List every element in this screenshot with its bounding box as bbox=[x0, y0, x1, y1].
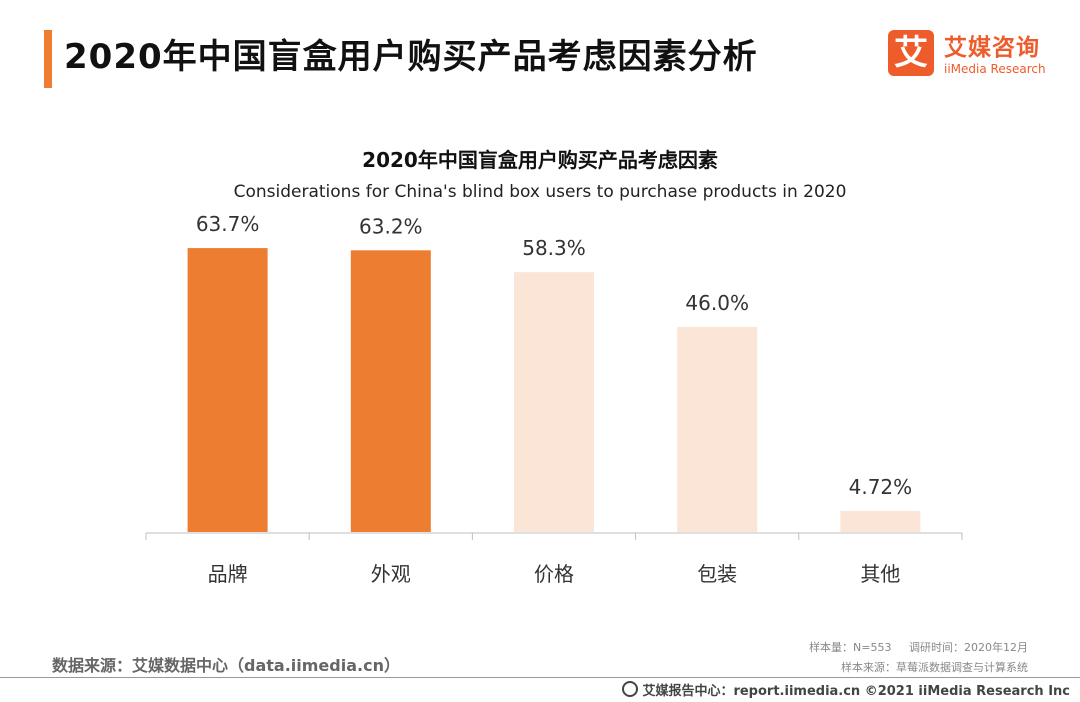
logo-mark: 艾 bbox=[888, 30, 934, 76]
logo-text-en: iiMedia Research bbox=[944, 62, 1046, 76]
category-label: 包装 bbox=[697, 562, 737, 586]
data-label: 4.72% bbox=[849, 475, 913, 499]
sample-source: 样本来源：草莓派数据调查与计算系统 bbox=[841, 661, 1028, 674]
data-label: 58.3% bbox=[522, 236, 586, 260]
globe-icon bbox=[622, 681, 639, 697]
data-label: 63.7% bbox=[196, 212, 260, 236]
sample-size: 样本量：N=553 bbox=[809, 641, 892, 654]
bar bbox=[840, 510, 921, 532]
copyright-text: 艾媒报告中心：report.iimedia.cn ©2021 iiMedia R… bbox=[642, 684, 1070, 699]
bar bbox=[677, 326, 758, 532]
bar bbox=[350, 250, 431, 532]
survey-meta: 样本量：N=553 调研时间：2020年12月 样本来源：草莓派数据调查与计算系… bbox=[809, 638, 1028, 678]
title-accent-bar bbox=[44, 30, 52, 88]
logo-text-cn: 艾媒咨询 bbox=[944, 35, 1040, 61]
chart-subtitle: Considerations for China's blind box use… bbox=[233, 182, 847, 202]
footer-divider bbox=[0, 677, 1080, 678]
data-label: 46.0% bbox=[685, 291, 749, 315]
data-label: 63.2% bbox=[359, 214, 423, 238]
data-source: 数据来源：艾媒数据中心（data.iimedia.cn） bbox=[52, 656, 400, 675]
page-title: 2020年中国盲盒用户购买产品考虑因素分析 bbox=[64, 37, 758, 77]
bar bbox=[514, 272, 594, 532]
copyright-line: 艾媒报告中心：report.iimedia.cn ©2021 iiMedia R… bbox=[622, 680, 1070, 699]
survey-time: 调研时间：2020年12月 bbox=[909, 641, 1028, 654]
iimedia-logo: 艾 艾媒咨询 iiMedia Research bbox=[888, 30, 1058, 82]
bar bbox=[187, 248, 268, 532]
chart-title: 2020年中国盲盒用户购买产品考虑因素 bbox=[362, 148, 718, 172]
category-label: 外观 bbox=[371, 562, 411, 586]
category-label: 品牌 bbox=[208, 562, 248, 586]
category-label: 价格 bbox=[534, 562, 574, 586]
category-label: 其他 bbox=[860, 562, 900, 586]
